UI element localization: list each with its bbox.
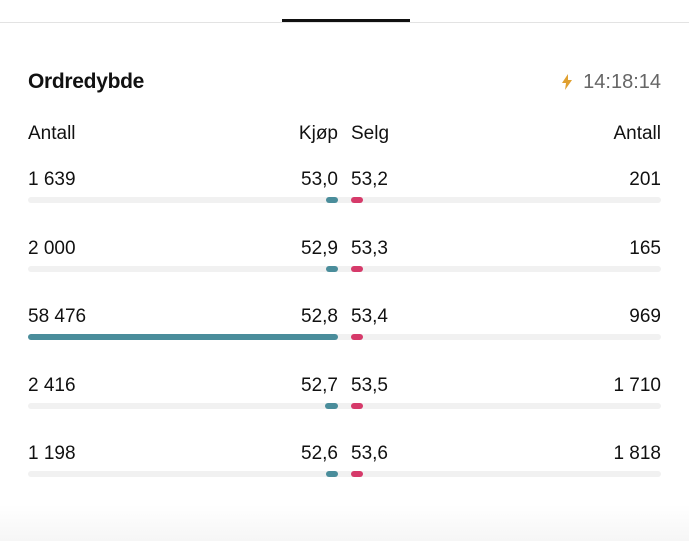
ask-bar xyxy=(351,265,363,272)
bid-quantity: 1 639 xyxy=(28,169,76,190)
bid-price: 52,8 xyxy=(301,306,338,327)
bid-price: 52,7 xyxy=(301,374,338,396)
ask-bar xyxy=(351,197,363,203)
ask-price: 53,2 xyxy=(351,169,388,190)
ask-quantity: 969 xyxy=(629,306,661,327)
bid-price: 52,9 xyxy=(301,237,338,259)
bottom-fade xyxy=(0,505,689,541)
bid-bar xyxy=(28,334,338,340)
title: Ordredybde xyxy=(28,70,145,93)
lightning-icon xyxy=(562,74,572,90)
ask-price: 53,6 xyxy=(351,443,388,464)
ask-quantity: 165 xyxy=(629,237,661,259)
ask-quantity: 201 xyxy=(629,169,661,190)
update-time: 14:18:14 xyxy=(583,71,661,93)
column-header: Kjøp xyxy=(298,123,338,144)
active-tab-indicator[interactable] xyxy=(282,19,410,22)
bar-track xyxy=(28,471,661,477)
ask-bar xyxy=(351,402,363,409)
column-header: Antall xyxy=(613,123,661,144)
bar-track xyxy=(28,334,661,340)
ask-bar xyxy=(351,334,363,340)
bid-bar xyxy=(326,265,338,272)
ask-price: 53,5 xyxy=(351,374,388,396)
bid-bar xyxy=(326,197,338,203)
ask-bar xyxy=(351,471,363,477)
ask-quantity: 1 710 xyxy=(613,374,661,396)
bar-track xyxy=(28,265,661,272)
ask-quantity: 1 818 xyxy=(613,443,661,464)
bid-price: 53,0 xyxy=(301,169,338,190)
bid-quantity: 2 416 xyxy=(28,374,76,396)
bar-track xyxy=(28,197,661,203)
bar-track xyxy=(28,402,661,409)
bid-quantity: 1 198 xyxy=(28,443,76,464)
bid-bar xyxy=(325,402,338,409)
bid-quantity: 2 000 xyxy=(28,237,76,259)
column-header: Selg xyxy=(351,123,390,144)
column-header: Antall xyxy=(28,123,76,144)
bid-price: 52,6 xyxy=(301,443,338,464)
tab-divider xyxy=(0,22,689,23)
ask-price: 53,3 xyxy=(351,237,388,259)
bid-bar xyxy=(326,471,338,477)
bid-quantity: 58 476 xyxy=(28,306,87,327)
ask-price: 53,4 xyxy=(351,306,388,327)
